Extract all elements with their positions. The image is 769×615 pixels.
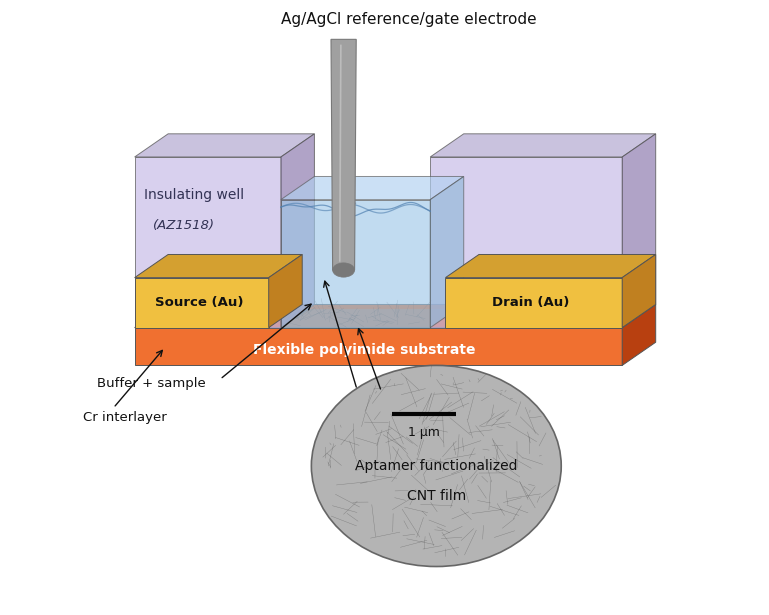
Text: Aptamer functionalized: Aptamer functionalized [355,459,518,473]
Text: (AZ1518): (AZ1518) [153,219,215,232]
Polygon shape [430,177,464,328]
Polygon shape [622,304,656,365]
Text: 1 μm: 1 μm [408,426,440,439]
Polygon shape [135,304,656,328]
Text: CNT film: CNT film [407,490,466,504]
Text: Cr interlayer: Cr interlayer [83,411,167,424]
Polygon shape [281,134,315,328]
Polygon shape [281,177,464,200]
Text: Source (Au): Source (Au) [155,296,243,309]
Polygon shape [430,157,622,328]
Polygon shape [268,255,302,328]
Text: Ag/AgCl reference/gate electrode: Ag/AgCl reference/gate electrode [281,12,537,27]
Ellipse shape [333,263,355,277]
Polygon shape [622,134,656,328]
Polygon shape [281,309,457,328]
Polygon shape [445,277,622,328]
Text: Drain (Au): Drain (Au) [491,296,569,309]
Polygon shape [331,39,356,270]
Text: Buffer + sample: Buffer + sample [97,377,205,390]
Polygon shape [135,134,315,157]
Ellipse shape [311,365,561,566]
Text: Flexible polyimide substrate: Flexible polyimide substrate [252,343,475,357]
Text: Insulating well: Insulating well [144,188,244,202]
Polygon shape [445,255,656,277]
Polygon shape [135,157,281,328]
Polygon shape [135,328,622,365]
Polygon shape [622,255,656,328]
Polygon shape [135,255,302,277]
Polygon shape [281,200,430,328]
Polygon shape [430,134,656,157]
Polygon shape [135,277,268,328]
